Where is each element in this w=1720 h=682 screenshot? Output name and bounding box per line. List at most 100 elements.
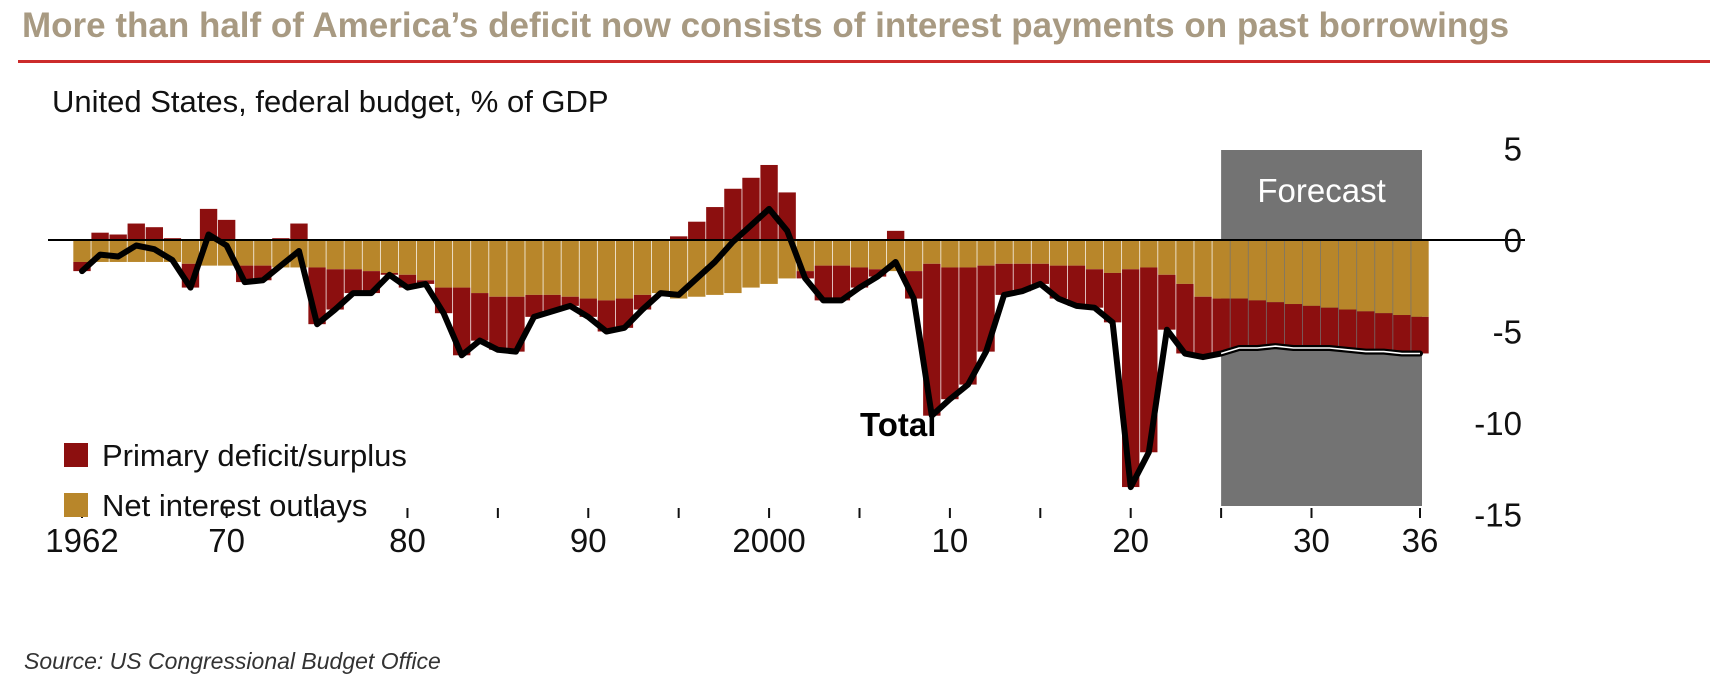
headline-rule <box>18 60 1710 63</box>
y-tick-label: 5 <box>1504 131 1522 168</box>
bar-primary-2018 <box>1085 269 1104 308</box>
bar-primary-1966 <box>145 227 164 240</box>
source-note: Source: US Congressional Budget Office <box>24 648 441 674</box>
bar-primary-1987 <box>525 294 543 317</box>
forecast-label: Forecast <box>1257 172 1385 209</box>
total-line-group <box>79 205 1423 491</box>
bar-interest-1996 <box>688 240 706 297</box>
bar-primary-2011 <box>959 267 977 385</box>
total-line <box>79 205 1423 491</box>
y-tick-label: -15 <box>1474 497 1522 534</box>
bar-primary-1997 <box>706 207 724 240</box>
bar-interest-2026 <box>1230 240 1248 299</box>
bar-interest-1982 <box>434 240 453 288</box>
bar-primary-2031 <box>1320 307 1339 348</box>
bar-interest-2035 <box>1393 240 1411 316</box>
bar-interest-2022 <box>1158 240 1176 275</box>
x-tick-label: 90 <box>570 522 607 559</box>
bar-interest-1990 <box>579 240 597 299</box>
headline: More than half of America’s deficit now … <box>22 6 1510 45</box>
bar-interest-2027 <box>1248 240 1266 301</box>
bar-interest-2008 <box>905 240 923 272</box>
x-tick-label: 30 <box>1293 522 1330 559</box>
legend-label-primary: Primary deficit/surplus <box>102 438 407 473</box>
bar-primary-1964 <box>109 234 127 240</box>
bar-interest-2011 <box>959 240 977 268</box>
y-tick-label: -5 <box>1493 314 1522 351</box>
bar-primary-1977 <box>344 269 362 294</box>
bar-interest-2036 <box>1411 240 1429 317</box>
x-tick-label: 36 <box>1402 522 1439 559</box>
bar-interest-2021 <box>1140 240 1158 268</box>
bar-interest-2006 <box>868 240 887 270</box>
bar-primary-2015 <box>1031 263 1049 284</box>
bar-interest-1986 <box>507 240 525 297</box>
bar-interest-2016 <box>1049 240 1068 266</box>
bar-interest-1993 <box>633 240 652 295</box>
bar-interest-2029 <box>1284 240 1303 305</box>
bar-interest-1998 <box>724 240 742 294</box>
bar-interest-1984 <box>471 240 489 294</box>
legend-label-interest: Net interest outlays <box>102 488 367 523</box>
bar-primary-2028 <box>1266 302 1285 347</box>
bar-primary-1984 <box>471 293 489 341</box>
bar-primary-1995 <box>669 236 688 240</box>
bar-interest-1972 <box>254 240 272 266</box>
x-tick-label: 20 <box>1112 522 1149 559</box>
bar-interest-2020 <box>1122 240 1140 270</box>
bar-interest-1968 <box>181 240 200 264</box>
x-tick-label: 70 <box>208 522 245 559</box>
bar-primary-2017 <box>1067 265 1086 306</box>
bar-interest-2031 <box>1320 240 1339 308</box>
bar-interest-2014 <box>1013 240 1031 264</box>
bar-interest-1975 <box>308 240 326 268</box>
bar-interest-1962 <box>73 240 91 262</box>
bar-interest-1988 <box>543 240 561 295</box>
bar-interest-1995 <box>669 240 688 299</box>
bar-primary-2022 <box>1158 274 1176 330</box>
bar-interest-1989 <box>561 240 579 297</box>
legend-swatch-primary <box>64 443 88 467</box>
bar-primary-1963 <box>91 232 109 240</box>
bar-interest-2028 <box>1266 240 1285 303</box>
bar-interest-2030 <box>1302 240 1321 306</box>
chart-subtitle: United States, federal budget, % of GDP <box>52 84 609 119</box>
x-tick-label: 10 <box>932 522 969 559</box>
bar-primary-2025 <box>1212 298 1230 354</box>
bar-primary-1974 <box>290 223 308 240</box>
bar-primary-2035 <box>1393 315 1411 354</box>
bar-interest-2033 <box>1357 240 1375 312</box>
bar-primary-2034 <box>1375 313 1393 352</box>
bar-interest-1979 <box>380 240 399 273</box>
bar-primary-1962 <box>73 261 91 272</box>
bar-primary-1989 <box>561 296 579 306</box>
x-tick-label: 80 <box>389 522 426 559</box>
bar-primary-1970 <box>217 219 236 240</box>
bar-interest-2034 <box>1375 240 1393 314</box>
bar-interest-2004 <box>832 240 851 266</box>
total-line-forecast-highlight <box>1220 345 1420 355</box>
bar-primary-2027 <box>1248 300 1266 348</box>
bar-primary-2024 <box>1194 296 1212 358</box>
bar-interest-1992 <box>615 240 634 299</box>
bar-interest-1977 <box>344 240 362 270</box>
bar-primary-2036 <box>1411 316 1429 354</box>
bar-interest-2005 <box>850 240 869 268</box>
bar-interest-1985 <box>489 240 507 297</box>
bar-primary-2000 <box>760 164 778 240</box>
bar-primary-1969 <box>199 208 218 240</box>
bar-primary-1965 <box>127 223 145 240</box>
bar-interest-1987 <box>525 240 543 295</box>
x-axis: 1962 70 80 90 2000 10 20 30 36 <box>45 508 1438 559</box>
bar-interest-2000 <box>760 240 778 284</box>
bar-primary-2029 <box>1284 304 1303 348</box>
bar-interest-2010 <box>941 240 959 268</box>
bar-interest-1976 <box>326 240 344 270</box>
bar-interest-2015 <box>1031 240 1049 264</box>
bar-primary-1996 <box>688 221 706 240</box>
bar-primary-2013 <box>995 263 1013 295</box>
bar-primary-2033 <box>1357 311 1375 352</box>
bar-interest-2018 <box>1085 240 1104 270</box>
bar-interest-2013 <box>995 240 1013 264</box>
legend-swatch-interest <box>64 493 88 517</box>
